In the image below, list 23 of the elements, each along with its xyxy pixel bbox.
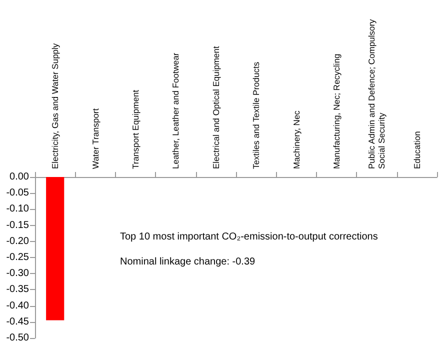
x-tick-label: Electrical and Optical Equipment — [210, 46, 221, 169]
y-tick-label: -0.20 — [6, 236, 30, 247]
y-tick-label: -0.05 — [6, 188, 30, 199]
x-tick-label: Water Transport — [90, 108, 100, 169]
y-tick-label: -0.15 — [6, 220, 30, 231]
y-tick-label: -0.40 — [6, 300, 30, 312]
y-tick-label: -0.10 — [6, 204, 30, 215]
y-tick-label: -0.45 — [6, 316, 30, 328]
x-tick-label: Leather, Leather and Footwear — [170, 52, 181, 169]
x-tick-label: Machinery, Nec — [291, 110, 302, 169]
x-tick-label: Textiles and Textile Products — [251, 62, 262, 169]
x-tick-label: Public Admin and Defence; Compulsory Social Security — [366, 16, 387, 169]
x-tick-label: Education — [412, 130, 422, 169]
y-tick-label: -0.30 — [6, 268, 30, 280]
x-tick-label: Electricity, Gas and Water Supply — [50, 42, 60, 169]
y-tick-label: -0.35 — [6, 284, 30, 296]
annotation: Nominal linkage change: -0.39 — [120, 256, 256, 268]
x-tick-label: Transport Equipment — [130, 89, 140, 169]
x-tick-label: Manufacturing, Nec; Recycling — [332, 53, 342, 169]
y-tick-label: -0.25 — [6, 252, 30, 263]
y-tick-label: 0.00 — [10, 172, 30, 182]
annotation: Top 10 most important CO₂-emission-to-output corrections — [120, 232, 378, 242]
y-tick-label: -0.50 — [6, 332, 30, 344]
